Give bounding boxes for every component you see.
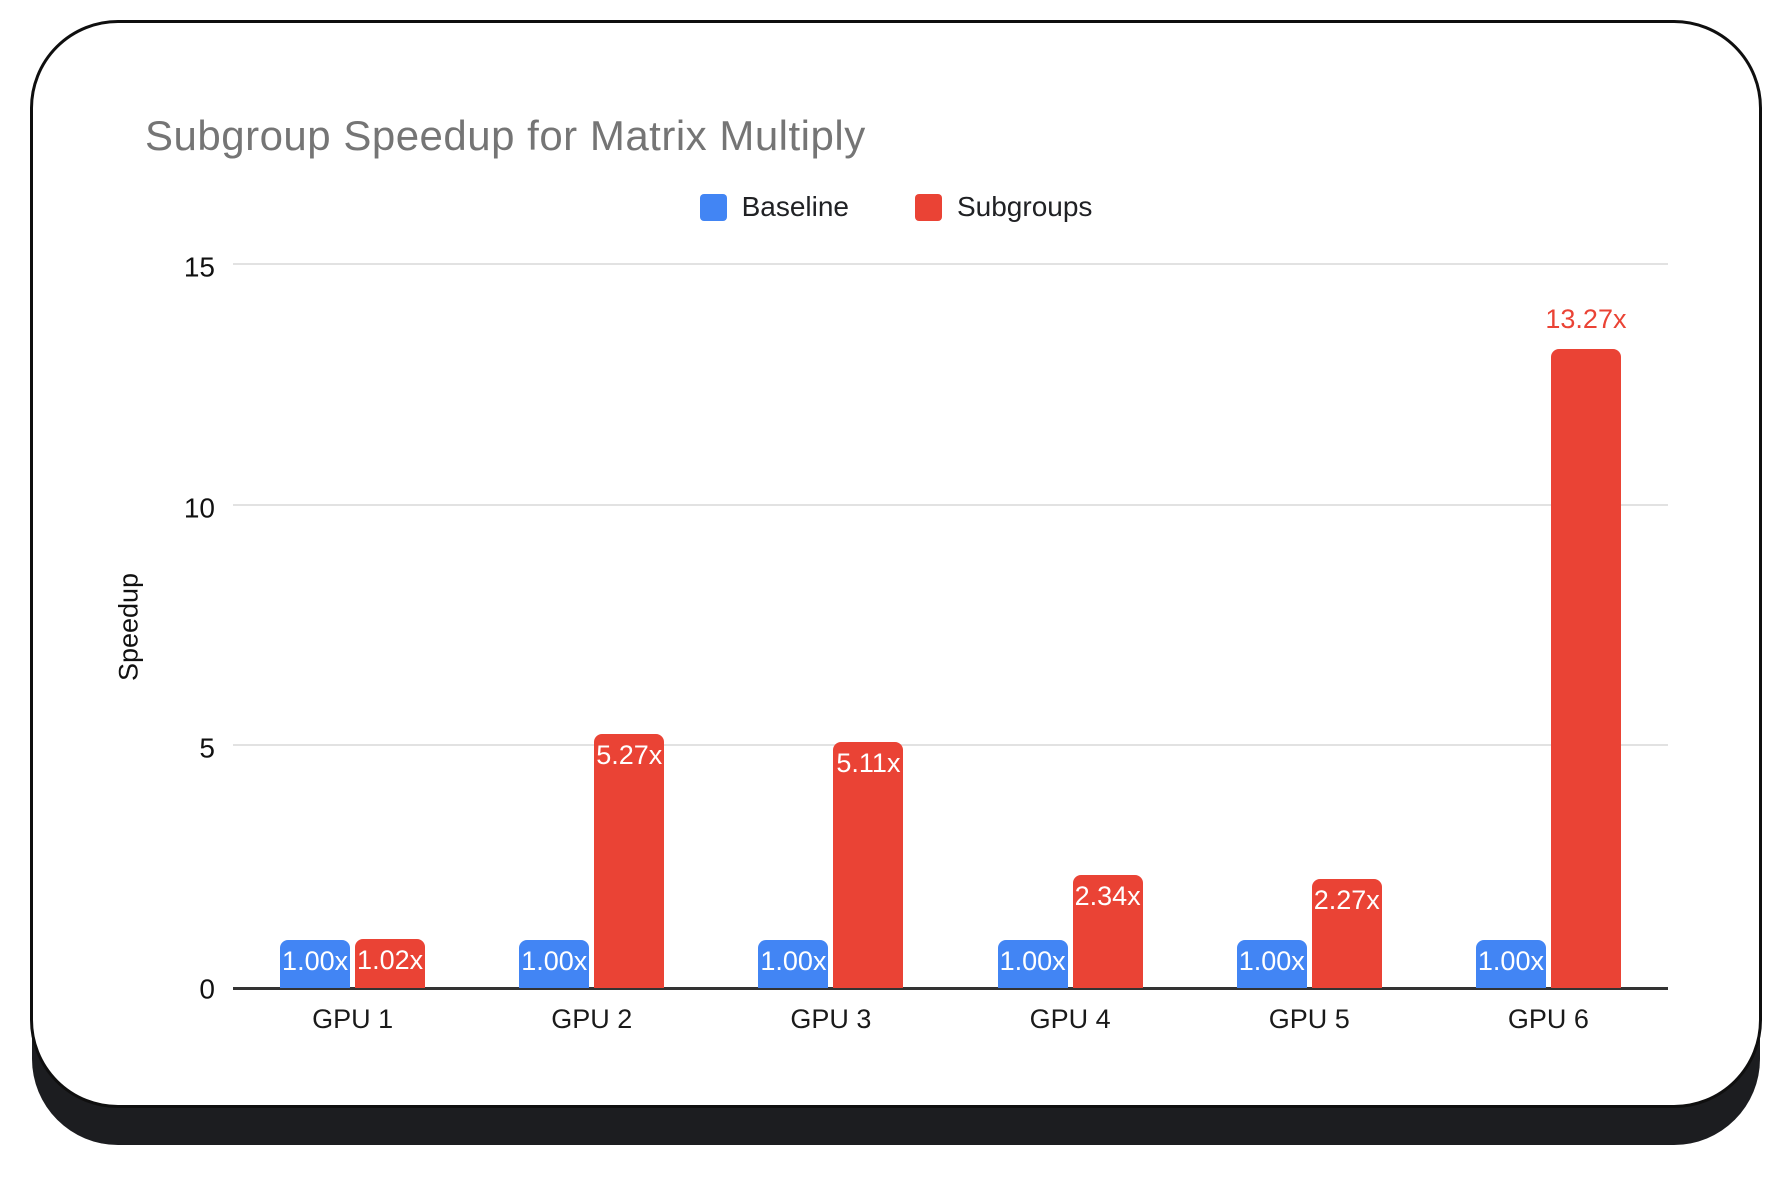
bar-group-gpu-2: 1.00x 5.27x (472, 266, 711, 988)
bar-group-gpu-6: 1.00x 13.27x (1429, 266, 1668, 988)
plot-area: 0 5 10 15 1.00x 1.02x 1.00x 5.27x 1.00x 5.11x 1.0… (184, 252, 1668, 1034)
bar-value-label-subgroups-gpu-3: 5.11x (836, 748, 901, 779)
y-tick-10: 10 (183, 492, 215, 524)
bar-baseline-gpu-1: 1.00x (280, 939, 351, 988)
bar-value-label-baseline-gpu-4: 1.00x (999, 945, 1066, 976)
x-axis-labels: GPU 1 GPU 2 GPU 3 GPU 4 GPU 5 GPU 6 (233, 1004, 1668, 1035)
bar-value-label-baseline-gpu-6: 1.00x (1477, 945, 1544, 976)
y-tick-15: 15 (183, 251, 215, 283)
bar-value-label-baseline-gpu-3: 1.00x (760, 945, 827, 976)
bar-subgroups-gpu-2: 5.27x (594, 734, 665, 988)
bar-value-label-baseline-gpu-5: 1.00x (1238, 945, 1305, 976)
bar-value-label-subgroups-gpu-2: 5.27x (596, 740, 663, 771)
bar-subgroups-gpu-4: 2.34x (1072, 875, 1143, 988)
gridline-10 (233, 503, 1668, 506)
x-label-gpu-4: GPU 4 (1029, 1004, 1111, 1034)
y-axis-title: Speedup (113, 572, 144, 682)
legend-item-baseline: Baseline (699, 191, 849, 223)
bar-group-gpu-3: 1.00x 5.11x (711, 266, 950, 988)
y-tick-0: 0 (199, 973, 215, 1005)
bar-group-gpu-1: 1.00x 1.02x (233, 266, 472, 988)
chart-legend: Baseline Subgroups (33, 191, 1759, 223)
bar-subgroups-gpu-3: 5.11x (833, 742, 904, 988)
chart-card: Subgroup Speedup for Matrix Multiply Bas… (30, 20, 1762, 1108)
bar-baseline-gpu-5: 1.00x (1236, 939, 1307, 988)
bar-baseline-gpu-6: 1.00x (1475, 939, 1546, 988)
legend-swatch-subgroups (914, 193, 942, 221)
y-tick-5: 5 (199, 732, 215, 764)
chart-title: Subgroup Speedup for Matrix Multiply (145, 112, 866, 159)
x-label-gpu-6: GPU 6 (1507, 1004, 1589, 1034)
bar-baseline-gpu-3: 1.00x (758, 939, 829, 988)
bar-subgroups-gpu-5: 2.27x (1311, 878, 1382, 988)
bar-baseline-gpu-2: 1.00x (519, 939, 590, 988)
bar-groups: 1.00x 1.02x 1.00x 5.27x 1.00x 5.11x 1.00x 2.34x… (233, 266, 1668, 988)
bar-group-gpu-5: 1.00x 2.27x (1190, 266, 1429, 988)
legend-swatch-baseline (699, 193, 727, 221)
bar-value-label-subgroups-gpu-6: 13.27x (1545, 304, 1627, 335)
bar-value-label-subgroups-gpu-1: 1.02x (357, 944, 424, 975)
bar-value-label-subgroups-gpu-4: 2.34x (1074, 881, 1141, 912)
bar-value-label-baseline-gpu-1: 1.00x (282, 945, 349, 976)
legend-label: Baseline (741, 191, 849, 222)
bar-subgroups-gpu-6: 13.27x (1545, 304, 1626, 988)
x-label-gpu-2: GPU 2 (551, 1004, 633, 1034)
bar-baseline-gpu-4: 1.00x (997, 939, 1068, 988)
legend-item-subgroups: Subgroups (914, 191, 1093, 223)
x-label-gpu-1: GPU 1 (312, 1004, 394, 1034)
gridline-5 (233, 744, 1668, 747)
x-label-gpu-3: GPU 3 (790, 1004, 872, 1034)
legend-label: Subgroups (956, 191, 1093, 222)
gridline-15 (233, 263, 1668, 265)
x-label-gpu-5: GPU 5 (1268, 1004, 1350, 1034)
bar-group-gpu-4: 1.00x 2.34x (951, 266, 1190, 988)
bar-value-label-baseline-gpu-2: 1.00x (521, 945, 588, 976)
bar-value-label-subgroups-gpu-5: 2.27x (1313, 884, 1380, 915)
x-axis-line (233, 987, 1668, 990)
bar-subgroups-gpu-1: 1.02x (355, 938, 426, 988)
